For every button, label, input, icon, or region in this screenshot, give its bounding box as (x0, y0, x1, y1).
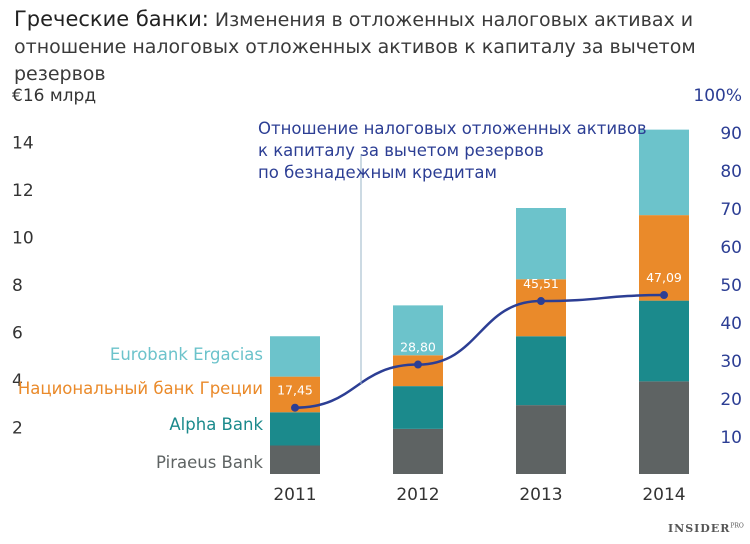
y-left-tick-label: 8 (12, 276, 23, 296)
y-right-tick-label: 60 (720, 238, 742, 258)
ratio-line (294, 293, 665, 409)
y-right-tick-label: 90 (720, 124, 742, 144)
y-right-tick-label: 40 (720, 314, 742, 334)
ratio-series-label-line: Отношение налоговых отложенных активов (258, 119, 647, 138)
legend-label: Eurobank Ergacias (110, 345, 263, 364)
bar-segment (516, 208, 566, 280)
x-tick-label: 2012 (396, 485, 439, 505)
ratio-point (291, 403, 299, 412)
y-right-tick-label: 30 (720, 352, 742, 372)
ratio-series-label-line: по безнадежным кредитам (258, 163, 497, 182)
bar-segment (393, 355, 443, 387)
bar-segment (393, 305, 443, 356)
y-right-tick-label: 50 (720, 276, 742, 296)
x-tick-label: 2013 (519, 485, 562, 505)
y-left-tick-label: 6 (12, 324, 23, 344)
ratio-point (414, 360, 422, 369)
ratio-data-label: 45,51 (523, 276, 559, 291)
legend-label: Alpha Bank (169, 415, 263, 434)
y-right-axis-label: 100% (693, 86, 742, 106)
y-right-tick-label: 80 (720, 162, 742, 182)
y-left-tick-label: 4 (12, 371, 23, 391)
bar-segment (639, 215, 689, 301)
ratio-series-label: Отношение налоговых отложенных активов к … (258, 119, 647, 182)
y-left-tick-label: 14 (12, 134, 34, 154)
ratio-data-label: 47,09 (646, 270, 682, 285)
ratio-point (537, 297, 545, 306)
legend-label: Piraeus Bank (156, 453, 263, 472)
ratio-data-label: 17,45 (277, 383, 313, 398)
chart-title-rest: Изменения в отложенных налоговых активах… (14, 9, 696, 85)
chart-title: Греческие банки: Изменения в отложенных … (14, 6, 744, 88)
y-right-tick-label: 20 (720, 390, 742, 410)
bar-segment (393, 386, 443, 429)
bar-segment (639, 381, 689, 474)
bar-segment (270, 336, 320, 377)
x-tick-label: 2014 (642, 485, 685, 505)
chart-title-bold: Греческие банки: (14, 7, 209, 31)
bar-segment (516, 336, 566, 406)
ratio-series-label-line: к капиталу за вычетом резервов (258, 141, 544, 160)
y-right-tick-label: 10 (720, 428, 742, 448)
bar-segment (393, 428, 443, 474)
bar-segment (516, 279, 566, 337)
x-tick-label: 2011 (273, 485, 316, 505)
y-left-axis-label: €16 млрд (12, 86, 96, 106)
y-left-tick-label: 12 (12, 181, 34, 201)
y-left-tick-label: 10 (12, 229, 34, 249)
bar-segment (270, 412, 320, 446)
y-left-tick-label: 2 (12, 419, 23, 439)
bar-segment (516, 405, 566, 474)
bar-segment (639, 129, 689, 216)
y-right-tick-label: 70 (720, 200, 742, 220)
brand-logo: INSIDERPRO (668, 522, 744, 535)
legend-label: Национальный банк Греции (18, 379, 263, 398)
bar-segment (639, 300, 689, 382)
ratio-data-label: 28,80 (400, 340, 436, 355)
bar-segment (270, 445, 320, 474)
ratio-point (660, 291, 668, 300)
